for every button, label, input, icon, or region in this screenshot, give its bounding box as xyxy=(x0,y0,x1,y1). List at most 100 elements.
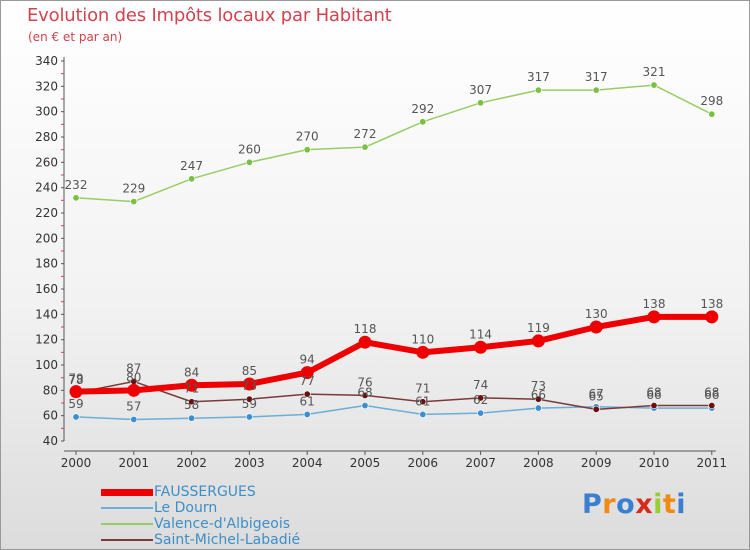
data-point-valence-d-albigeois xyxy=(303,146,311,154)
data-label-le-dourn: 66 xyxy=(646,388,661,402)
chart-title: Evolution des Impôts locaux par Habitant xyxy=(27,5,392,26)
data-point-saint-michel-labadi xyxy=(592,405,600,413)
data-label-saint-michel-labadi: 71 xyxy=(184,382,199,396)
y-tick-label: 80 xyxy=(43,383,58,397)
data-label-faussergues: 118 xyxy=(354,322,377,336)
data-point-faussergues xyxy=(242,377,256,391)
axes: 40 60 80 100 120 140 160 180 200 220 240 260 280 300 3… xyxy=(35,54,727,470)
y-tick-label: 260 xyxy=(35,155,58,169)
legend-label: Saint-Michel-Labadié xyxy=(154,532,301,548)
legend-label: FAUSSERGUES xyxy=(154,484,256,500)
data-label-faussergues: 84 xyxy=(184,365,199,379)
logo-letter: i xyxy=(676,489,687,520)
data-point-le-dourn xyxy=(245,413,253,421)
data-label-le-dourn: 62 xyxy=(473,393,488,407)
series-layer xyxy=(69,81,719,423)
y-tick-label: 220 xyxy=(35,206,58,220)
series-line-le-dourn xyxy=(75,404,712,421)
x-tick-label: 2006 xyxy=(408,456,439,470)
x-tick-label: 2000 xyxy=(61,456,92,470)
data-label-faussergues: 80 xyxy=(126,370,141,384)
logo-letter: o xyxy=(616,489,636,520)
proxiti-logo: Proxiti xyxy=(582,489,686,520)
data-point-le-dourn xyxy=(130,415,138,423)
x-tick-label: 2002 xyxy=(176,456,207,470)
data-label-valence-d-albigeois: 247 xyxy=(180,159,203,173)
y-tick-label: 40 xyxy=(43,434,58,448)
data-point-saint-michel-labadi xyxy=(303,390,311,398)
data-point-faussergues xyxy=(358,335,372,349)
data-point-saint-michel-labadi xyxy=(361,391,369,399)
data-label-le-dourn: 66 xyxy=(704,388,719,402)
data-label-saint-michel-labadi: 65 xyxy=(589,389,604,403)
data-point-valence-d-albigeois xyxy=(245,158,253,166)
data-point-saint-michel-labadi xyxy=(534,395,542,403)
data-label-le-dourn: 57 xyxy=(126,399,141,413)
data-label-saint-michel-labadi: 71 xyxy=(415,382,430,396)
data-point-le-dourn xyxy=(419,410,427,418)
data-point-valence-d-albigeois xyxy=(419,118,427,126)
data-point-valence-d-albigeois xyxy=(361,143,369,151)
logo-letter: x xyxy=(635,489,654,520)
data-point-faussergues xyxy=(474,340,488,354)
data-label-valence-d-albigeois: 272 xyxy=(354,127,377,141)
data-point-faussergues xyxy=(127,383,141,397)
x-tick-label: 2001 xyxy=(119,456,150,470)
data-label-faussergues: 79 xyxy=(68,372,83,386)
data-label-valence-d-albigeois: 298 xyxy=(700,94,723,108)
x-tick-label: 2005 xyxy=(350,456,381,470)
data-label-saint-michel-labadi: 77 xyxy=(300,374,315,388)
data-label-valence-d-albigeois: 260 xyxy=(238,142,261,156)
y-tick-label: 160 xyxy=(35,282,58,296)
data-point-saint-michel-labadi xyxy=(708,402,716,410)
data-label-faussergues: 110 xyxy=(411,332,434,346)
series-line-faussergues xyxy=(75,313,712,395)
data-label-saint-michel-labadi: 68 xyxy=(646,386,661,400)
data-label-faussergues: 94 xyxy=(300,353,315,367)
x-tick-label: 2007 xyxy=(465,456,496,470)
data-label-faussergues: 138 xyxy=(700,297,723,311)
logo-letter: r xyxy=(602,489,617,520)
data-point-faussergues xyxy=(416,345,430,359)
data-point-saint-michel-labadi xyxy=(477,394,485,402)
data-label-faussergues: 138 xyxy=(643,297,666,311)
data-point-saint-michel-labadi xyxy=(245,395,253,403)
data-point-valence-d-albigeois xyxy=(650,81,658,89)
data-label-valence-d-albigeois: 292 xyxy=(411,102,434,116)
data-label-saint-michel-labadi: 78 xyxy=(68,373,83,387)
data-label-valence-d-albigeois: 321 xyxy=(643,65,666,79)
data-label-valence-d-albigeois: 307 xyxy=(469,83,492,97)
y-tick-label: 200 xyxy=(35,231,58,245)
data-point-le-dourn xyxy=(188,414,196,422)
data-point-saint-michel-labadi xyxy=(419,398,427,406)
legend-swatch xyxy=(101,489,153,496)
series-line-saint-michel-labadi xyxy=(75,380,712,411)
data-point-le-dourn xyxy=(361,402,369,410)
data-label-saint-michel-labadi: 73 xyxy=(531,379,546,393)
data-point-valence-d-albigeois xyxy=(188,175,196,183)
data-label-le-dourn: 58 xyxy=(184,398,199,412)
data-point-faussergues xyxy=(300,366,314,380)
data-label-le-dourn: 68 xyxy=(357,386,372,400)
data-point-le-dourn xyxy=(303,410,311,418)
y-tick-label: 140 xyxy=(35,307,58,321)
y-tick-label: 120 xyxy=(35,333,58,347)
data-label-valence-d-albigeois: 270 xyxy=(296,130,319,144)
data-label-le-dourn: 61 xyxy=(300,394,315,408)
y-tick-label: 320 xyxy=(35,79,58,93)
data-point-valence-d-albigeois xyxy=(477,99,485,107)
data-label-le-dourn: 59 xyxy=(242,397,257,411)
data-label-saint-michel-labadi: 74 xyxy=(473,378,488,392)
data-label-le-dourn: 61 xyxy=(415,394,430,408)
y-tick-label: 340 xyxy=(35,54,58,68)
data-point-valence-d-albigeois xyxy=(592,86,600,94)
data-label-saint-michel-labadi: 73 xyxy=(242,379,257,393)
data-point-le-dourn xyxy=(534,404,542,412)
y-tick-label: 280 xyxy=(35,130,58,144)
data-point-faussergues xyxy=(185,378,199,392)
x-tick-label: 2003 xyxy=(234,456,265,470)
data-label-le-dourn: 59 xyxy=(68,397,83,411)
data-label-valence-d-albigeois: 317 xyxy=(527,70,550,84)
